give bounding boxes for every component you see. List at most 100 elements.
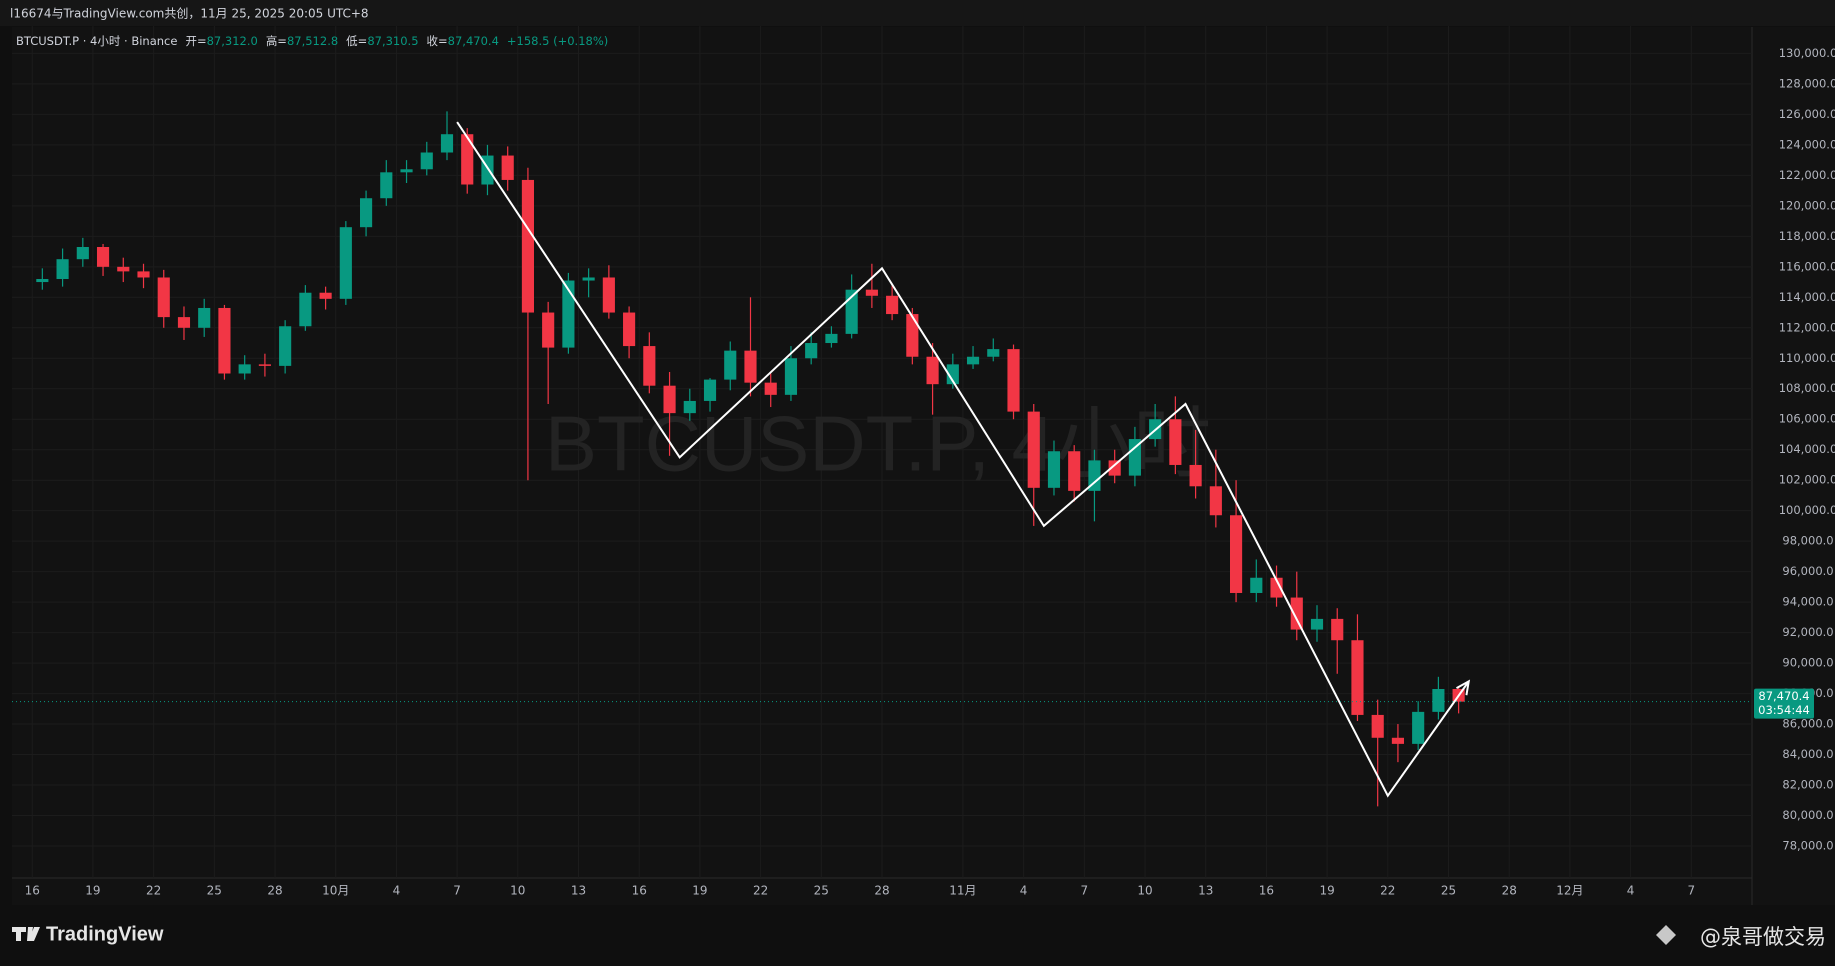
candle-body (137, 271, 150, 278)
author-icon (1656, 925, 1676, 945)
x-tick-label: 19 (1319, 884, 1334, 898)
candle-body (1108, 460, 1121, 476)
x-tick-label: 16 (25, 884, 40, 898)
x-tick-label: 28 (1502, 884, 1517, 898)
y-tick-label: 86,000.0 (1782, 717, 1833, 731)
time-axis (12, 878, 1752, 905)
candle-body (1047, 451, 1061, 488)
candle-body (258, 364, 271, 366)
candle-body (1270, 577, 1283, 598)
x-tick-label: 28 (874, 884, 889, 898)
x-tick-label: 13 (1198, 884, 1213, 898)
y-tick-label: 110,000.0 (1779, 351, 1835, 365)
candle-body (1432, 689, 1445, 712)
price-axis (1752, 27, 1835, 905)
candle-body (157, 277, 170, 318)
candle-body (784, 358, 798, 395)
candle-body (1128, 439, 1141, 476)
candle-body (198, 307, 211, 328)
candle-body (602, 277, 615, 313)
candle-body (1290, 597, 1303, 630)
candle-body (683, 400, 696, 414)
candle-body (1310, 618, 1324, 630)
candle-body (400, 169, 413, 173)
y-tick-label: 106,000.0 (1779, 412, 1835, 426)
x-tick-label: 16 (632, 884, 647, 898)
candle-body (461, 134, 474, 185)
y-tick-label: 126,000.0 (1779, 107, 1835, 121)
candle-body (360, 198, 373, 228)
candle-body (96, 247, 110, 267)
y-tick-label: 124,000.0 (1779, 137, 1835, 151)
candle-body (703, 379, 717, 401)
candle-body (764, 382, 777, 395)
x-tick-label: 19 (692, 884, 707, 898)
candle-body (724, 350, 737, 380)
legend-low-label: 低= (346, 34, 367, 48)
candle-body (1027, 411, 1040, 488)
candle-body (1250, 577, 1263, 593)
candle-body (319, 292, 332, 299)
candle-body (1351, 640, 1364, 715)
candle-body (1331, 618, 1344, 641)
candle-body (501, 155, 514, 180)
candle-body (663, 385, 676, 414)
candle-body (299, 292, 312, 327)
y-tick-label: 128,000.0 (1779, 76, 1835, 90)
legend-symbol: BTCUSDT.P · 4小时 · Binance (16, 34, 177, 48)
candle-body (420, 152, 433, 170)
zigzag-arrowhead (1456, 679, 1471, 696)
y-tick-label: 92,000.0 (1782, 625, 1833, 639)
candle-body (1209, 486, 1222, 516)
candle-body (1068, 451, 1081, 491)
y-tick-label: 118,000.0 (1779, 229, 1835, 243)
legend-high-label: 高= (266, 34, 287, 48)
x-tick-label: 10月 (322, 884, 349, 898)
header-text: l16674与TradingView.com共创，11月 25, 2025 20… (10, 7, 369, 21)
x-tick-label: 12月 (1556, 884, 1583, 898)
legend-low: 87,310.5 (367, 34, 418, 48)
x-tick-label: 28 (267, 884, 282, 898)
y-tick-label: 116,000.0 (1779, 259, 1835, 273)
candle-body (744, 350, 757, 383)
y-tick-label: 102,000.0 (1779, 473, 1835, 487)
y-tick-label: 104,000.0 (1779, 442, 1835, 456)
x-tick-label: 4 (1627, 884, 1635, 898)
candle-body (36, 279, 49, 283)
ohlc-legend: BTCUSDT.P · 4小时 · Binance 开=87,312.0 高=87,… (16, 34, 608, 48)
y-tick-label: 78,000.0 (1782, 838, 1833, 852)
candle-body (1371, 714, 1384, 738)
candle-body (339, 227, 352, 299)
x-tick-label: 22 (146, 884, 161, 898)
y-tick-label: 90,000.0 (1782, 656, 1833, 670)
y-tick-label: 80,000.0 (1782, 808, 1833, 822)
candle-body (521, 179, 534, 313)
y-tick-label: 130,000.0 (1779, 46, 1835, 60)
y-tick-label: 84,000.0 (1782, 747, 1833, 761)
candle-body (582, 277, 595, 281)
candle-body (623, 312, 636, 347)
candle-body (966, 356, 980, 365)
legend-change: +158.5 (+0.18%) (507, 34, 608, 48)
brand-logo (12, 927, 40, 941)
candle-body (238, 364, 251, 374)
author: @泉哥做交易 (1700, 925, 1826, 949)
x-tick-label: 10 (510, 884, 525, 898)
candle-body (886, 295, 899, 315)
candle-body (946, 364, 959, 385)
x-tick-label: 13 (571, 884, 586, 898)
candle-body (865, 289, 878, 296)
brand-name: TradingView (46, 923, 164, 945)
candle-body (906, 314, 919, 357)
x-tick-label: 22 (1380, 884, 1395, 898)
legend-close: 87,470.4 (448, 34, 499, 48)
header-bar (0, 0, 1835, 26)
candle-body (542, 312, 555, 348)
candle-body (987, 349, 1000, 357)
y-tick-label: 114,000.0 (1779, 290, 1835, 304)
last-price-label: 87,470.4 (1758, 689, 1809, 703)
x-tick-label: 16 (1259, 884, 1274, 898)
y-tick-label: 108,000.0 (1779, 381, 1835, 395)
candle-body (1189, 464, 1202, 487)
